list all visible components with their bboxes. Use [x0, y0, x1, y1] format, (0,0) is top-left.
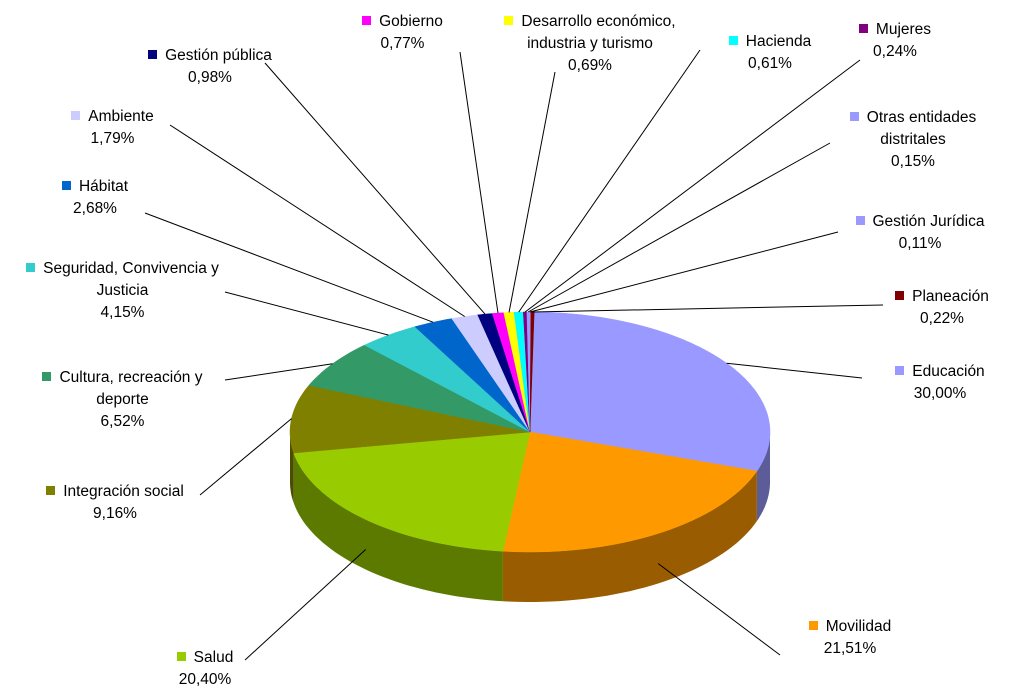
data-label: Gobierno 0,77%	[345, 11, 460, 55]
leader-line	[199, 418, 292, 496]
value-label: 1,79%	[90, 130, 135, 147]
value-label: 9,16%	[93, 505, 137, 522]
data-label: Mujeres 0,24%	[840, 19, 950, 63]
value-label: 2,68%	[73, 200, 117, 217]
value-label: 0,24%	[873, 43, 917, 60]
category-label: Otras entidades distritales	[866, 109, 977, 148]
category-label: Hacienda	[745, 33, 812, 50]
data-label: Gestión pública 0,98%	[140, 45, 280, 89]
data-label: Ambiente 1,79%	[55, 106, 170, 150]
value-label: 0,22%	[920, 310, 964, 327]
leader-line	[532, 304, 884, 313]
category-label: Planeación	[912, 288, 989, 305]
value-label: 0,11%	[898, 235, 942, 252]
legend-swatch	[176, 652, 186, 661]
leader-line	[518, 49, 701, 313]
legend-swatch	[46, 486, 56, 495]
legend-swatch	[858, 24, 868, 33]
legend-swatch	[895, 366, 905, 375]
pie-slice	[293, 431, 531, 552]
category-label: Educación	[912, 363, 985, 380]
data-label: Desarrollo económico, industria y turism…	[490, 11, 690, 77]
value-label: 0,15%	[891, 153, 935, 170]
leader-line	[529, 231, 839, 313]
data-label: Integración social 9,16%	[20, 481, 210, 525]
leader-line	[264, 62, 486, 315]
category-label: Integración social	[63, 483, 184, 500]
data-label: Hacienda 0,61%	[710, 31, 830, 75]
pie-sides	[290, 432, 770, 602]
leader-line	[169, 124, 465, 317]
legend-swatch	[855, 216, 865, 225]
data-label: Gestión Jurídica 0,11%	[845, 211, 995, 255]
legend-swatch	[808, 621, 818, 630]
category-label: Gestión pública	[165, 47, 272, 64]
legend-swatch	[42, 372, 52, 381]
legend-swatch	[728, 36, 738, 45]
category-label: Hábitat	[78, 178, 129, 195]
legend-swatch	[849, 112, 859, 121]
value-label: 4,15%	[100, 304, 145, 321]
data-label: Otras entidades distritales 0,15%	[838, 107, 988, 173]
category-label: Seguridad, Convivencia y Justicia	[43, 260, 219, 299]
pie-slice-side	[290, 432, 294, 503]
leader-line	[524, 59, 861, 313]
pie-slice-side	[293, 453, 503, 602]
category-label: Cultura, recreación y deporte	[59, 369, 203, 408]
legend-swatch	[362, 16, 372, 25]
value-label: 0,69%	[568, 57, 612, 74]
leader-line	[726, 362, 863, 379]
category-label: Desarrollo económico, industria y turism…	[521, 13, 676, 52]
data-label: Cultura, recreación y deporte 6,52%	[20, 367, 225, 433]
value-label: 20,40%	[178, 671, 232, 688]
data-label: Hábitat 2,68%	[45, 176, 145, 220]
category-label: Salud	[193, 649, 234, 666]
data-label: Movilidad 21,51%	[790, 616, 910, 660]
leader-line	[657, 563, 781, 656]
leader-line	[508, 71, 556, 313]
pie-slice-side	[756, 432, 770, 522]
value-label: 0,61%	[748, 55, 792, 72]
pie-slice	[451, 314, 531, 433]
legend-swatch	[148, 50, 158, 59]
data-label: Educación 30,00%	[880, 361, 1000, 405]
category-label: Ambiente	[88, 108, 154, 125]
pie-slice-side	[502, 471, 757, 602]
leader-line	[144, 212, 434, 323]
legend-swatch	[895, 291, 905, 300]
category-label: Gobierno	[379, 13, 443, 30]
pie-tops	[289, 311, 771, 553]
leader-line	[527, 142, 831, 313]
value-label: 0,98%	[188, 69, 232, 86]
legend-swatch	[26, 263, 36, 272]
legend-swatch	[61, 181, 71, 190]
value-label: 21,51%	[823, 640, 877, 657]
value-label: 30,00%	[913, 385, 967, 402]
category-label: Mujeres	[875, 21, 932, 38]
data-label: Planeación 0,22%	[877, 286, 1007, 330]
category-label: Movilidad	[825, 618, 892, 635]
leader-line	[224, 363, 333, 381]
legend-swatch	[71, 111, 81, 120]
leader-line	[224, 291, 389, 336]
leader-line	[244, 549, 367, 661]
category-label: Gestión Jurídica	[872, 213, 985, 230]
data-label: Salud 20,40%	[150, 647, 260, 689]
leader-line	[459, 51, 499, 314]
value-label: 6,52%	[100, 413, 145, 430]
data-label: Seguridad, Convivencia y Justicia 4,15%	[15, 258, 230, 324]
legend-swatch	[504, 16, 514, 25]
value-label: 0,77%	[380, 35, 425, 52]
pie-slice	[502, 431, 758, 553]
